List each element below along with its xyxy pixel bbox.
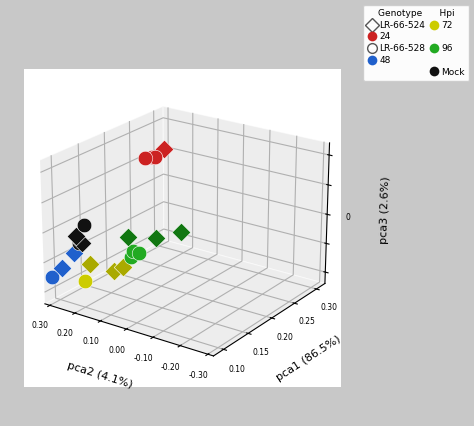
- X-axis label: pca2 (4.1%): pca2 (4.1%): [66, 360, 134, 390]
- Y-axis label: pca1 (86.5%): pca1 (86.5%): [274, 334, 342, 383]
- Legend: LR-66-524, 24, LR-66-528, 48, , 72, , 96, , Mock: LR-66-524, 24, LR-66-528, 48, , 72, , 96…: [363, 5, 469, 81]
